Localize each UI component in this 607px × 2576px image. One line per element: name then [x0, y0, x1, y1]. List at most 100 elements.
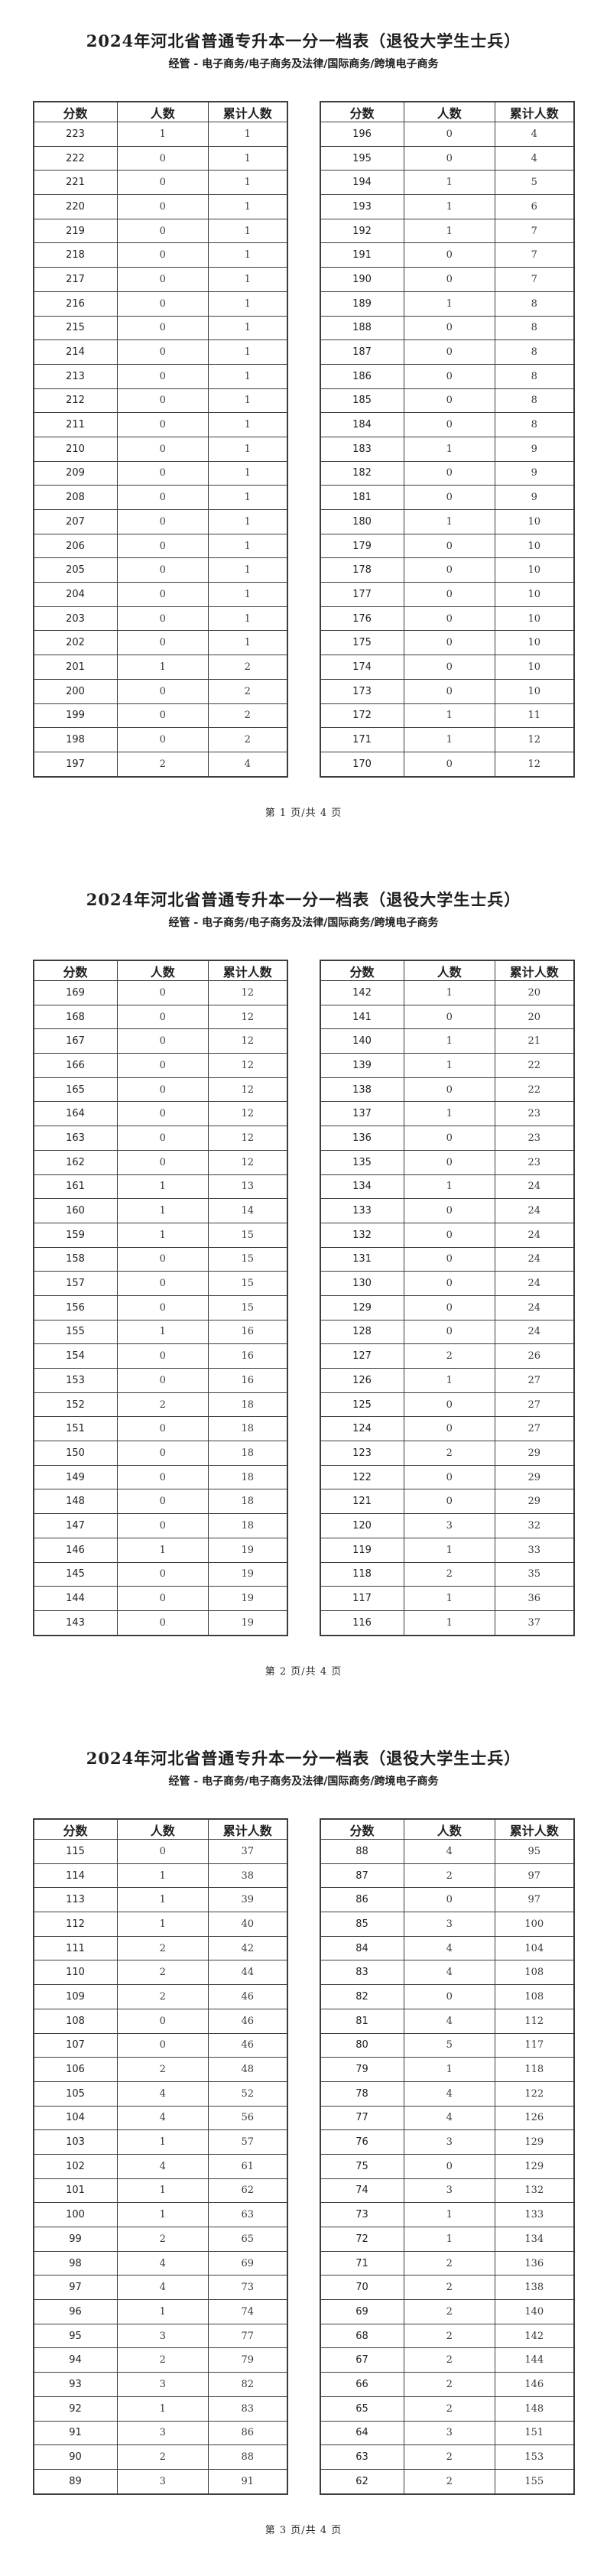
cumulative-cell: 44	[208, 1960, 287, 1986]
table-row: 142 1 20	[320, 980, 574, 1005]
cumulative-cell: 1	[208, 630, 287, 656]
score-cell: 86	[320, 1887, 404, 1913]
cumulative-cell: 148	[495, 2396, 574, 2422]
count-cell: 0	[116, 582, 209, 607]
score-table-page3-right: 分数 人数 累计人数 88 4 95 87 2 97 86 0 97 85 3 100 84 4 104 83…	[319, 1818, 575, 2495]
count-cell: 4	[116, 2153, 209, 2179]
cumulative-cell: 83	[208, 2396, 287, 2422]
score-cell: 100	[33, 2202, 118, 2227]
count-cell: 4	[403, 1960, 496, 1986]
table-row: 220 0 1	[33, 194, 287, 219]
cumulative-cell: 1	[208, 291, 287, 317]
table-row: 176 0 10	[320, 606, 574, 632]
count-cell: 1	[116, 655, 209, 680]
score-cell: 221	[33, 170, 118, 196]
table-row: 208 0 1	[33, 485, 287, 510]
table-row: 86 0 97	[320, 1887, 574, 1913]
cumulative-cell: 1	[208, 388, 287, 414]
count-cell: 1	[116, 1198, 209, 1223]
score-cell: 204	[33, 582, 118, 607]
table-row: 116 1 37	[320, 1610, 574, 1636]
tables-container: 分数 人数 累计人数 169 0 12 168 0 12 167 0 12 166 0 12 165 0 1…	[0, 960, 607, 1636]
table-row: 215 0 1	[33, 315, 287, 341]
count-cell: 0	[403, 1464, 496, 1490]
count-cell: 1	[116, 122, 209, 147]
score-cell: 201	[33, 655, 118, 680]
score-cell: 79	[320, 2057, 404, 2082]
table-row: 198 0 2	[33, 727, 287, 752]
header-count: 人数	[116, 960, 209, 981]
cumulative-cell: 19	[208, 1537, 287, 1563]
count-cell: 1	[403, 980, 496, 1005]
score-cell: 144	[33, 1586, 118, 1611]
score-cell: 183	[320, 436, 404, 462]
header-cumulative: 累计人数	[208, 960, 287, 981]
count-cell: 3	[403, 1912, 496, 1937]
count-cell: 0	[116, 2008, 209, 2034]
score-cell: 145	[33, 1561, 118, 1587]
cumulative-cell: 7	[495, 267, 574, 292]
cumulative-cell: 132	[495, 2178, 574, 2204]
table-row: 152 2 18	[33, 1392, 287, 1418]
count-cell: 2	[403, 1441, 496, 1466]
count-cell: 0	[403, 1246, 496, 1272]
score-cell: 142	[320, 980, 404, 1005]
count-cell: 2	[116, 2444, 209, 2470]
count-cell: 0	[403, 1887, 496, 1913]
cumulative-cell: 2	[208, 727, 287, 752]
table-row: 134 1 24	[320, 1174, 574, 1200]
cumulative-cell: 1	[208, 267, 287, 292]
table-row: 130 0 24	[320, 1271, 574, 1296]
cumulative-cell: 24	[495, 1222, 574, 1248]
table-row: 96 1 74	[33, 2299, 287, 2324]
table-row: 178 0 10	[320, 557, 574, 583]
table-row: 112 1 40	[33, 1912, 287, 1937]
cumulative-cell: 2	[208, 678, 287, 704]
count-cell: 1	[403, 1174, 496, 1200]
cumulative-cell: 8	[495, 291, 574, 317]
table-row: 88 4 95	[320, 1839, 574, 1864]
table-row: 70 2 138	[320, 2275, 574, 2301]
cumulative-cell: 29	[495, 1489, 574, 1515]
table-row: 189 1 8	[320, 291, 574, 317]
count-cell: 0	[403, 557, 496, 583]
count-cell: 0	[116, 291, 209, 317]
count-cell: 0	[116, 1101, 209, 1127]
cumulative-cell: 8	[495, 363, 574, 389]
tables-container: 分数 人数 累计人数 223 1 1 222 0 1 221 0 1 220 0 1 219 0 1 218 0…	[0, 101, 607, 778]
cumulative-cell: 19	[208, 1610, 287, 1636]
score-cell: 84	[320, 1935, 404, 1961]
cumulative-cell: 10	[495, 582, 574, 607]
score-cell: 115	[33, 1839, 118, 1864]
count-cell: 0	[403, 1392, 496, 1418]
cumulative-cell: 32	[495, 1513, 574, 1538]
score-cell: 117	[320, 1586, 404, 1611]
score-cell: 90	[33, 2444, 118, 2470]
cumulative-cell: 133	[495, 2202, 574, 2227]
document-subtitle: 经管 - 电子商务/电子商务及法律/国际商务/跨境电子商务	[168, 58, 439, 70]
cumulative-cell: 1	[208, 315, 287, 341]
score-cell: 130	[320, 1271, 404, 1296]
cumulative-cell: 1	[208, 363, 287, 389]
table-row: 159 1 15	[33, 1222, 287, 1248]
cumulative-cell: 12	[208, 980, 287, 1005]
score-cell: 162	[33, 1149, 118, 1175]
score-cell: 177	[320, 582, 404, 607]
cumulative-cell: 11	[495, 703, 574, 729]
count-cell: 1	[116, 1174, 209, 1200]
score-cell: 180	[320, 509, 404, 534]
table-row: 95 3 77	[33, 2323, 287, 2349]
score-cell: 213	[33, 363, 118, 389]
cumulative-cell: 19	[208, 1561, 287, 1587]
count-cell: 1	[116, 1912, 209, 1937]
cumulative-cell: 19	[208, 1586, 287, 1611]
count-cell: 1	[116, 2202, 209, 2227]
score-cell: 179	[320, 533, 404, 559]
score-cell: 113	[33, 1887, 118, 1913]
cumulative-cell: 10	[495, 606, 574, 632]
score-cell: 87	[320, 1863, 404, 1889]
cumulative-cell: 18	[208, 1441, 287, 1466]
document-subtitle: 经管 - 电子商务/电子商务及法律/国际商务/跨境电子商务	[168, 1775, 439, 1788]
page-footer: 第 1 页/共 4 页	[265, 807, 342, 819]
count-cell: 0	[116, 703, 209, 729]
